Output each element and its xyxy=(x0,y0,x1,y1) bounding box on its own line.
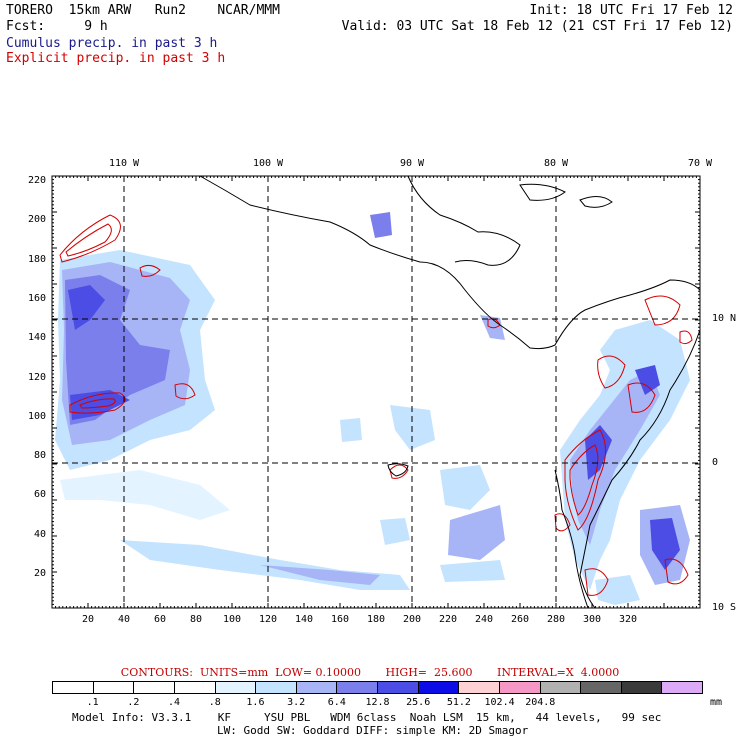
x-grid-label: 260 xyxy=(510,614,530,625)
color-scale-cell xyxy=(93,682,135,693)
latitude-label: 10 S xyxy=(712,602,737,613)
valid-time: Valid: 03 UTC Sat 18 Feb 12 (21 CST Fri … xyxy=(341,19,733,34)
physics-info: LW: Godd SW: Goddard DIFF: simple KM: 2D… xyxy=(217,724,529,737)
model-title: TORERO 15km ARW Run2 NCAR/MMM xyxy=(6,3,280,18)
forecast-hour: Fcst: 9 h xyxy=(6,19,108,34)
x-grid-label: 280 xyxy=(546,614,566,625)
longitude-label: 90 W xyxy=(399,158,425,169)
color-scale-label: 51.2 xyxy=(446,697,471,708)
lat-lon-grid xyxy=(52,176,700,608)
x-grid-label: 120 xyxy=(258,614,278,625)
x-grid-label: 320 xyxy=(618,614,638,625)
y-grid-label: 120 xyxy=(27,371,46,383)
y-grid-label: 140 xyxy=(27,332,46,344)
color-scale-label: 102.4 xyxy=(484,697,515,708)
x-grid-label: 220 xyxy=(438,614,458,625)
color-scale-label: .4 xyxy=(168,697,181,708)
color-scale-cell xyxy=(418,682,460,693)
color-scale-cell xyxy=(581,682,622,693)
y-grid-label: 100 xyxy=(27,410,46,422)
init-time: Init: 18 UTC Fri 17 Feb 12 xyxy=(529,3,734,18)
cumulus-legend: Cumulus precip. in past 3 h xyxy=(6,36,218,51)
color-scale-cell xyxy=(499,682,541,693)
y-grid-label: 20 xyxy=(33,568,46,579)
x-grid-label: 140 xyxy=(294,614,314,625)
color-scale-label: 12.8 xyxy=(365,697,390,708)
color-scale-label: 204.8 xyxy=(525,697,556,708)
y-grid-label: 220 xyxy=(27,175,46,186)
model-info: Model Info: V3.3.1 KF YSU PBL WDM 6class… xyxy=(72,711,662,724)
x-grid-label: 40 xyxy=(117,614,131,625)
x-grid-label: 200 xyxy=(402,614,422,625)
longitude-label: 80 W xyxy=(543,158,569,169)
latitude-label: 10 N xyxy=(712,313,737,324)
color-scale-cell xyxy=(296,682,338,693)
y-grid-label: 180 xyxy=(27,253,46,265)
color-scale-label: .1 xyxy=(86,697,99,708)
precip-shading xyxy=(55,212,690,605)
color-scale-cell xyxy=(337,682,378,693)
y-grid-label: 160 xyxy=(27,292,46,304)
y-grid-label: 60 xyxy=(33,489,46,501)
color-scale-cell xyxy=(540,682,582,693)
contours-info: CONTOURS: UNITS=mm LOW= 0.10000 HIGH= 25… xyxy=(120,666,620,679)
color-scale-cell xyxy=(134,682,175,693)
x-grid-label: 240 xyxy=(474,614,494,625)
color-scale-label: 1.6 xyxy=(246,697,265,708)
color-scale-cell xyxy=(53,682,94,693)
plot-frame xyxy=(51,175,701,609)
longitude-label: 100 W xyxy=(252,158,284,169)
longitude-label: 110 W xyxy=(108,158,140,169)
color-scale-cell xyxy=(174,682,216,693)
y-grid-label: 80 xyxy=(33,450,46,462)
color-scale-cell xyxy=(459,682,500,693)
coastline xyxy=(199,175,701,609)
longitude-label: 70 W xyxy=(687,158,713,169)
latitude-label: 0 xyxy=(712,457,719,468)
y-grid-label: 200 xyxy=(27,214,46,226)
color-scale-cell xyxy=(662,682,702,693)
explicit-legend: Explicit precip. in past 3 h xyxy=(6,51,226,66)
color-scale-label: 3.2 xyxy=(287,697,306,708)
color-scale-cell xyxy=(621,682,663,693)
color-scale-label: .8 xyxy=(208,697,221,708)
color-scale-unit: mm xyxy=(710,697,723,708)
x-grid-label: 20 xyxy=(81,614,95,625)
x-grid-label: 100 xyxy=(222,614,242,625)
x-grid-label: 180 xyxy=(366,614,386,625)
color-scale xyxy=(52,681,703,694)
color-scale-label: 25.6 xyxy=(406,697,431,708)
x-grid-label: 160 xyxy=(330,614,350,625)
color-scale-label: 6.4 xyxy=(327,697,346,708)
color-scale-cell xyxy=(256,682,297,693)
x-grid-label: 300 xyxy=(582,614,602,625)
x-grid-label: 80 xyxy=(189,614,203,625)
color-scale-cell xyxy=(378,682,419,693)
color-scale-label: .2 xyxy=(127,697,140,708)
y-grid-label: 40 xyxy=(33,528,46,540)
x-grid-label: 60 xyxy=(153,614,167,625)
color-scale-cell xyxy=(215,682,257,693)
